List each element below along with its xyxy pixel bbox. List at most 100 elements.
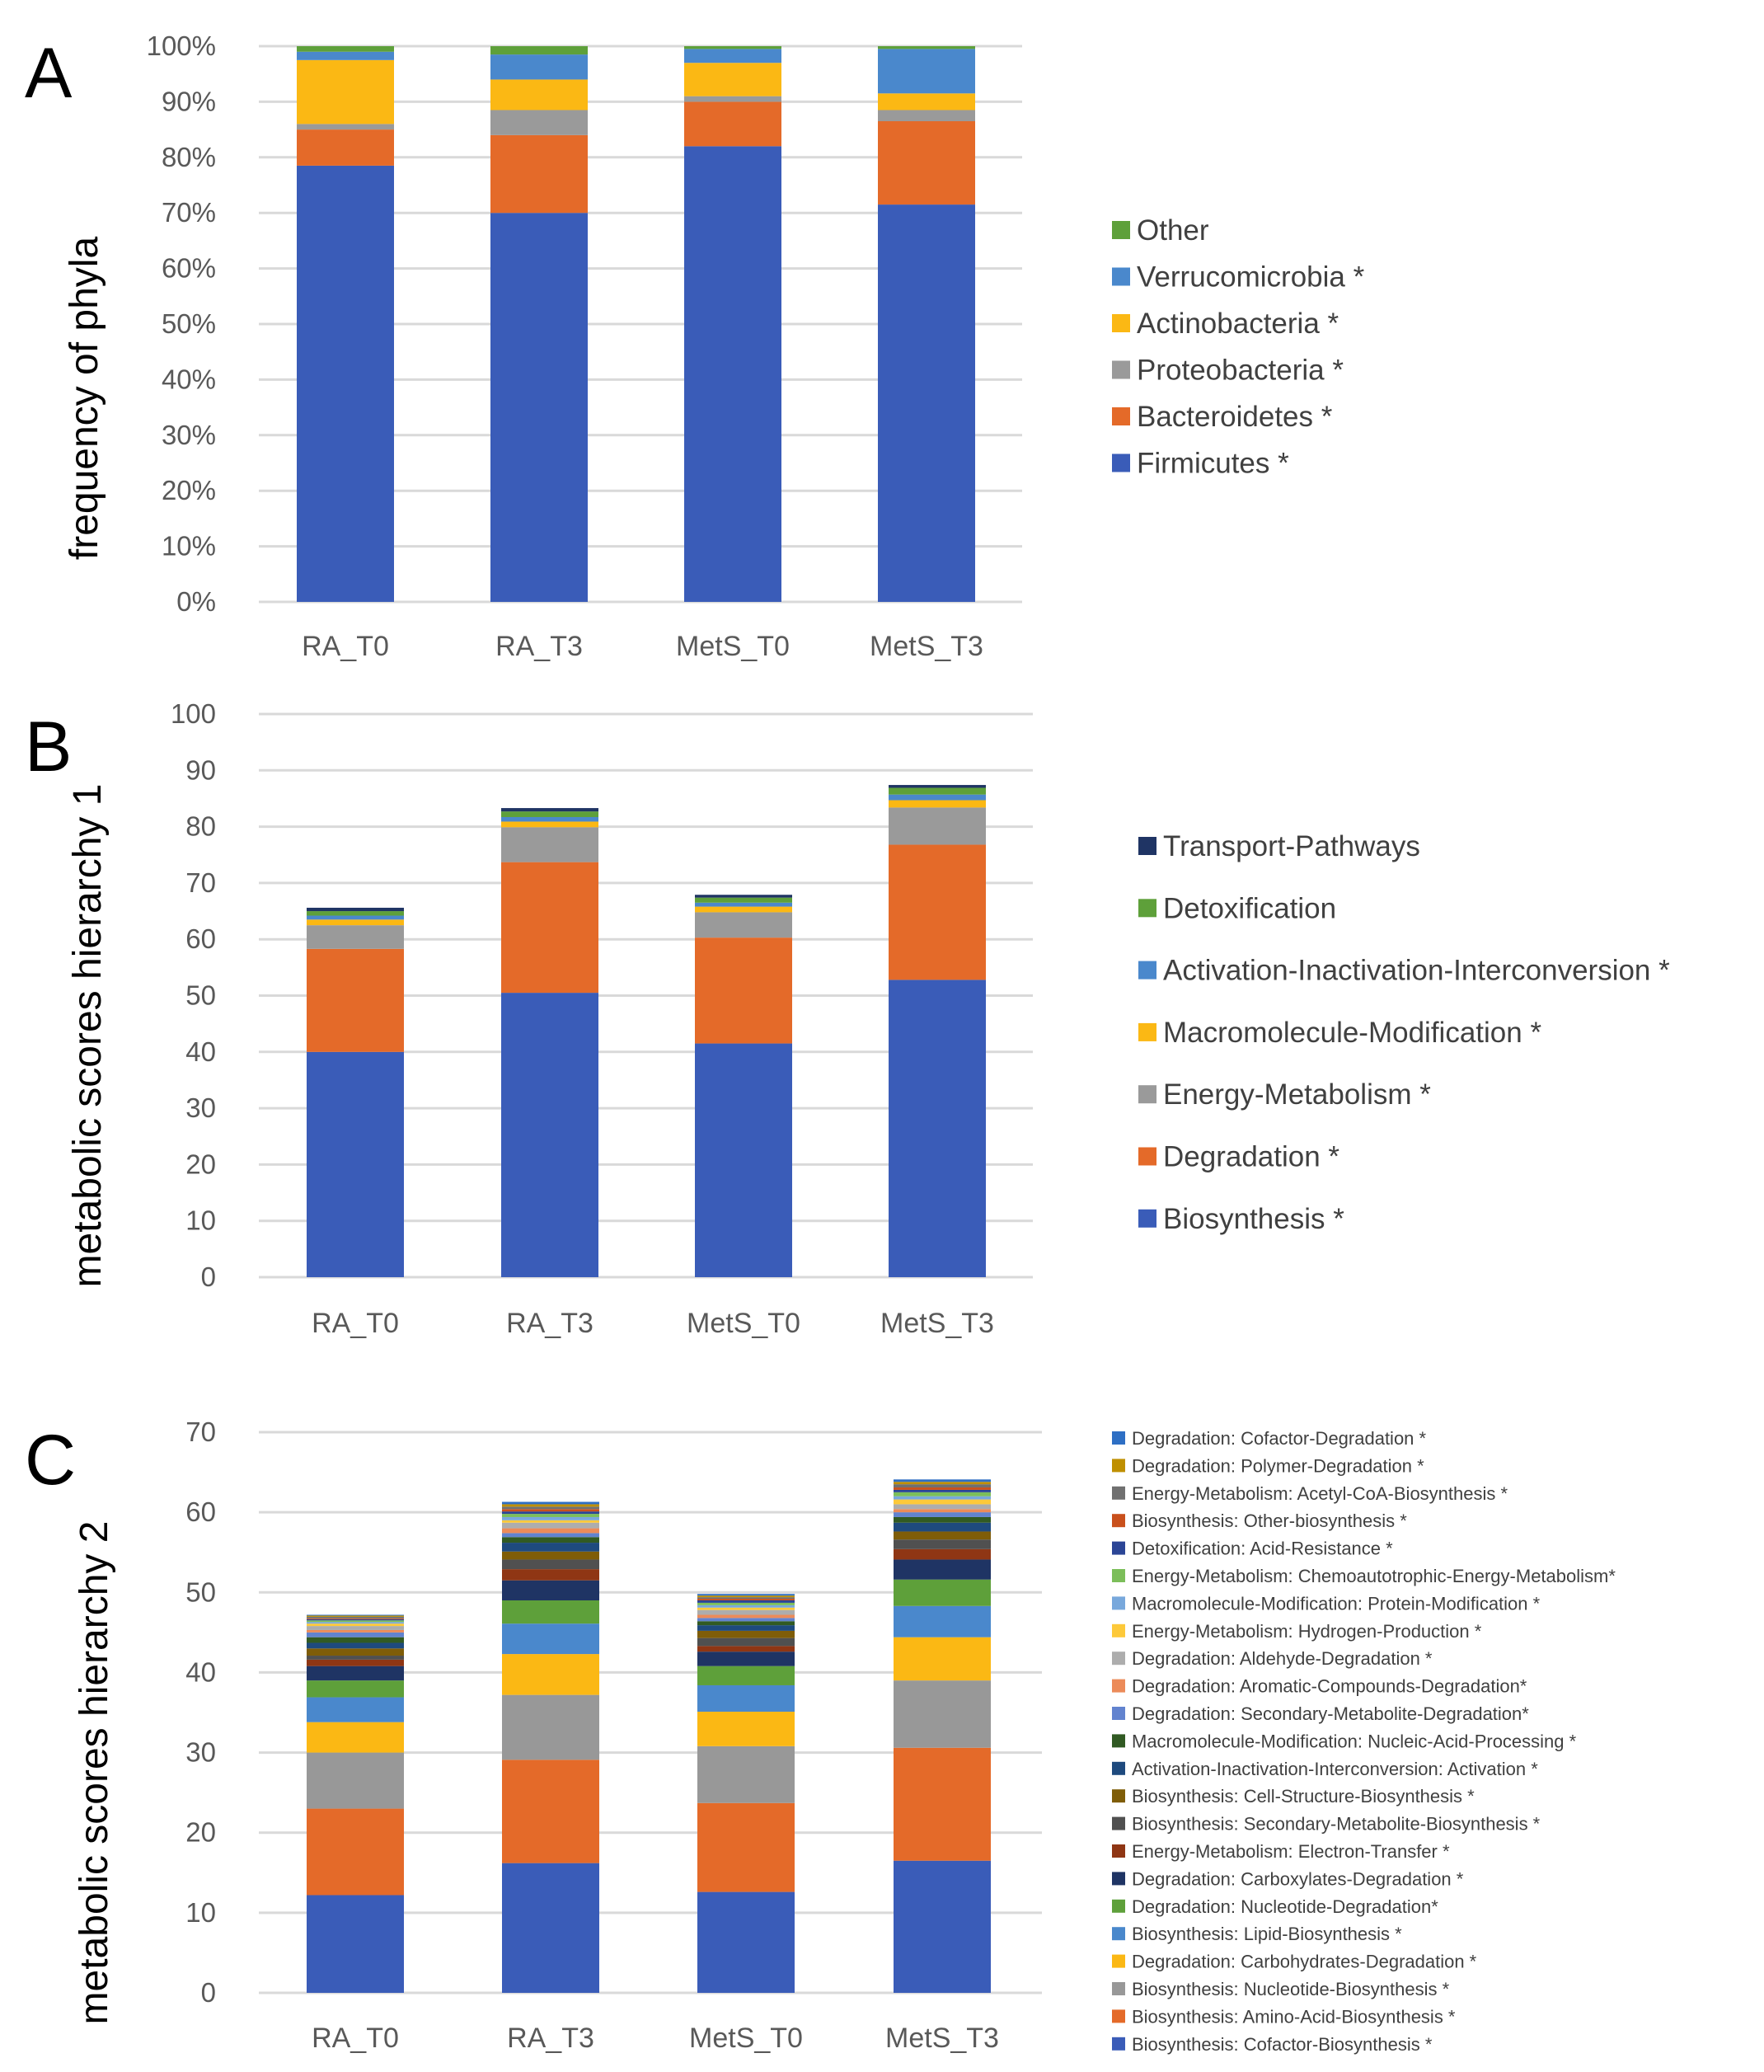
bar-segment <box>878 46 975 49</box>
legend-swatch <box>1112 360 1130 379</box>
legend-label: Degradation: Cofactor-Degradation * <box>1132 1428 1427 1449</box>
legend-item: Energy-Metabolism * <box>1138 1078 1431 1111</box>
legend-item: Macromolecule-Modification * <box>1138 1017 1541 1049</box>
panel-letter: C <box>25 1421 76 1500</box>
legend-label: Energy-Metabolism: Electron-Transfer * <box>1132 1841 1450 1862</box>
bar-segment <box>501 811 598 817</box>
legend-swatch <box>1112 1982 1125 1995</box>
bar-segment <box>695 902 792 907</box>
bar-segment <box>695 895 792 898</box>
y-tick-label: 50% <box>162 308 216 339</box>
bar-segment <box>889 787 986 795</box>
legend-label: Biosynthesis: Other-biosynthesis * <box>1132 1511 1407 1531</box>
bar-segment <box>697 1609 795 1615</box>
legend-label: Degradation: Aromatic-Compounds-Degradat… <box>1132 1676 1527 1697</box>
bar-segment <box>889 980 986 1277</box>
bar-segment <box>695 906 792 913</box>
y-tick-label: 80 <box>185 811 216 842</box>
y-tick-label: 80% <box>162 142 216 172</box>
bar-segment <box>490 46 588 55</box>
bar-segment <box>894 1860 991 1993</box>
x-category-label: RA_T3 <box>506 1308 593 1339</box>
bar-segment <box>894 1747 991 1861</box>
panel-b: B 0 10 20 30 40 50 60 70 80 90 100 metabolic scores … <box>25 698 1670 1339</box>
y-tick-label: 40 <box>185 1656 216 1687</box>
bar-segment <box>502 1551 599 1560</box>
bar-segment <box>307 1642 404 1649</box>
bar-segment <box>307 1648 404 1656</box>
x-category-label: RA_T0 <box>312 1308 399 1339</box>
legend-label: Biosynthesis * <box>1163 1203 1344 1235</box>
y-tick-label: 60% <box>162 253 216 284</box>
bar-segment <box>307 1629 404 1633</box>
bar-segment <box>894 1531 991 1540</box>
bar-segment <box>501 993 598 1277</box>
y-tick-label: 20 <box>185 1149 216 1179</box>
bar-segment <box>697 1600 795 1603</box>
legend-label: Energy-Metabolism: Chemoautotrophic-Ener… <box>1132 1566 1616 1586</box>
bar-segment <box>490 134 588 214</box>
bar-segment <box>889 800 986 808</box>
legend-label: Macromolecule-Modification: Protein-Modi… <box>1132 1593 1541 1614</box>
bar-segment <box>307 1614 404 1616</box>
bar-segment <box>878 110 975 121</box>
legend-swatch <box>1112 1596 1125 1610</box>
legend-swatch <box>1138 1147 1156 1166</box>
legend-item: Degradation: Cofactor-Degradation * <box>1112 1428 1427 1449</box>
legend-item: Energy-Metabolism: Hydrogen-Production * <box>1112 1621 1482 1642</box>
bar-segment <box>697 1597 795 1600</box>
y-axis-title: frequency of phyla <box>63 237 106 561</box>
bar-segment <box>501 862 598 994</box>
legend-item: Firmicutes * <box>1112 448 1289 480</box>
bar-segment <box>307 1680 404 1698</box>
bar-segment <box>502 1623 599 1655</box>
bar-segment <box>894 1487 991 1490</box>
bar-segment <box>695 897 792 903</box>
bar-segment <box>684 49 781 63</box>
y-tick-label: 30 <box>185 1092 216 1123</box>
legend-swatch <box>1112 314 1130 332</box>
y-tick-label: 100 <box>171 698 216 729</box>
bar-segment <box>501 827 598 862</box>
legend-item: Macromolecule-Modification: Nucleic-Acid… <box>1112 1731 1577 1751</box>
bar-segment <box>307 1895 404 1993</box>
bar-segment <box>697 1594 795 1596</box>
legend-swatch <box>1112 1431 1125 1445</box>
legend-label: Actinobacteria * <box>1137 308 1339 340</box>
legend-label: Detoxification: Acid-Resistance * <box>1132 1539 1393 1559</box>
bar-segment <box>894 1637 991 1681</box>
bar-segment <box>307 1808 404 1896</box>
y-tick-label: 60 <box>185 923 216 954</box>
x-category-label: MetS_T3 <box>870 631 983 662</box>
bar-segment <box>307 1752 404 1809</box>
legend-item: Energy-Metabolism: Chemoautotrophic-Ener… <box>1112 1566 1616 1586</box>
legend-swatch <box>1138 1085 1156 1104</box>
bar-segment <box>307 911 404 916</box>
bar-segment <box>695 1043 792 1277</box>
bar-segment <box>894 1559 991 1580</box>
bar-segment <box>501 821 598 828</box>
y-tick-label: 20 <box>185 1817 216 1848</box>
legend-label: Bacteroidetes * <box>1137 401 1333 433</box>
legend-item: Activation-Inactivation-Interconversion … <box>1138 955 1670 987</box>
legend-item: Biosynthesis: Lipid-Biosynthesis * <box>1112 1924 1402 1944</box>
bar-segment <box>697 1684 795 1713</box>
y-tick-label: 20% <box>162 475 216 505</box>
bar-segment <box>502 1514 599 1517</box>
bar-segment <box>502 1533 599 1538</box>
bar-segment <box>684 96 781 102</box>
legend-label: Energy-Metabolism: Hydrogen-Production * <box>1132 1621 1482 1642</box>
bar-segment <box>307 1637 404 1643</box>
bar-segment <box>502 1694 599 1760</box>
legend-item: Biosynthesis: Other-biosynthesis * <box>1112 1511 1407 1531</box>
legend-item: Degradation: Carboxylates-Degradation * <box>1112 1868 1464 1889</box>
legend-swatch <box>1112 1927 1125 1941</box>
panel-a: A 0% 10% 20% 30% 40% 50% 60% 70% 80% 90% 100% freque… <box>25 31 1365 662</box>
bar-segment <box>697 1621 795 1626</box>
bar-segment <box>894 1548 991 1560</box>
bar-segment <box>307 919 404 926</box>
bar-segment <box>889 807 986 845</box>
bar-segment <box>307 948 404 1052</box>
bar-segment <box>502 1509 599 1512</box>
bar-segment <box>297 51 394 60</box>
